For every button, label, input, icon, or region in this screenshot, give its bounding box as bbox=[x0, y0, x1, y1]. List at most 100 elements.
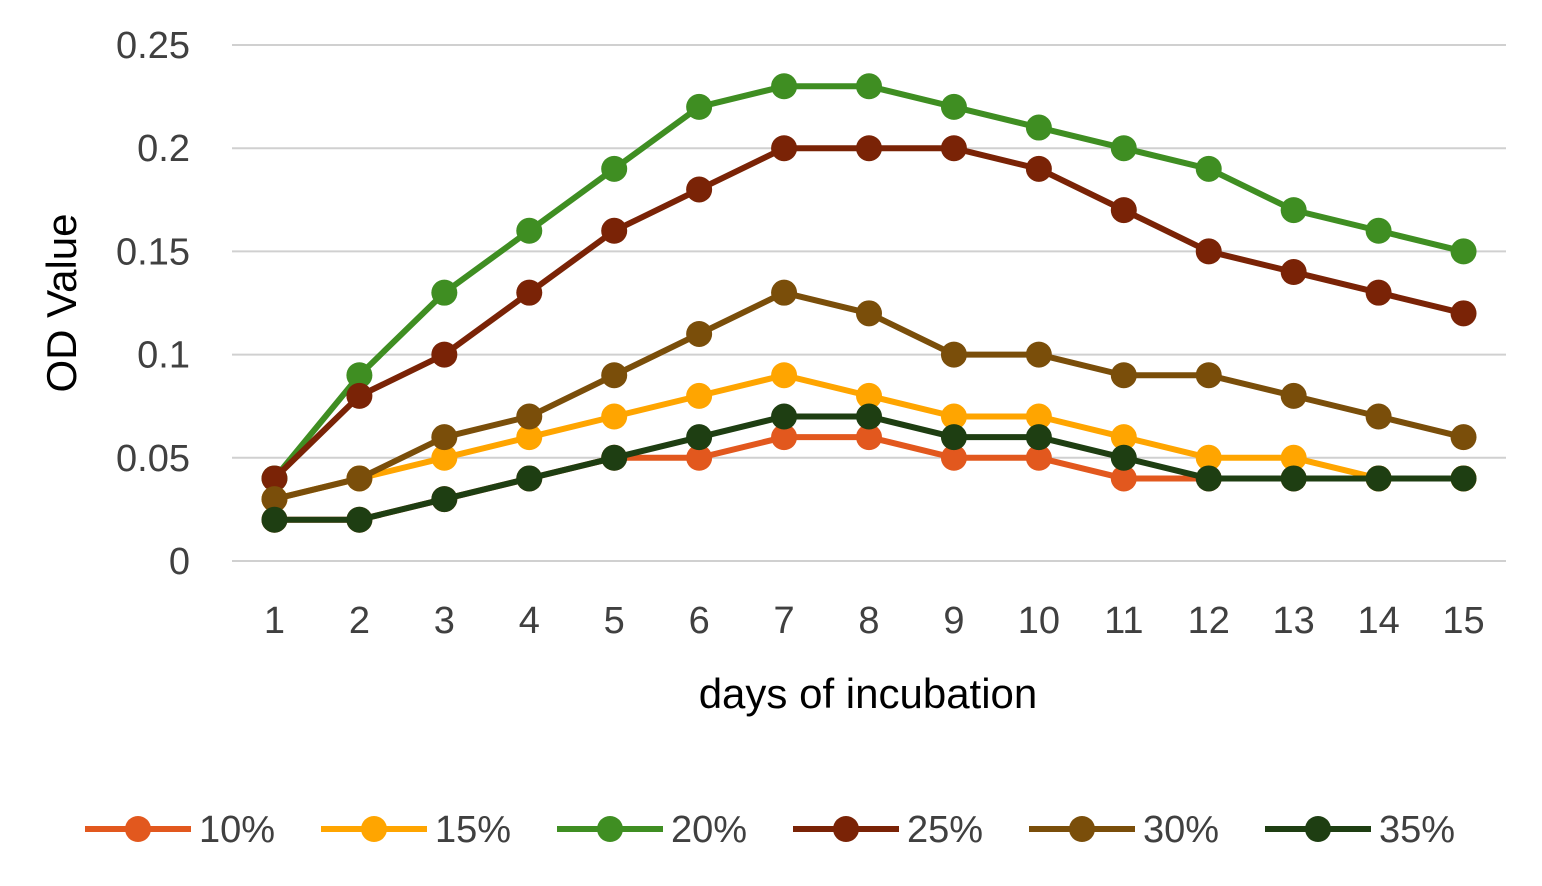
data-point bbox=[1365, 465, 1392, 492]
data-point bbox=[1025, 155, 1052, 182]
data-point bbox=[516, 424, 543, 451]
y-tick-label: 0.2 bbox=[137, 128, 190, 170]
legend-item: 15% bbox=[321, 809, 511, 851]
legend-marker bbox=[125, 816, 151, 842]
data-point bbox=[940, 424, 967, 451]
data-point bbox=[1110, 362, 1137, 389]
data-point bbox=[771, 403, 798, 430]
data-point bbox=[516, 403, 543, 430]
y-tick-label: 0.1 bbox=[137, 335, 190, 377]
data-point bbox=[261, 465, 288, 492]
data-point bbox=[686, 382, 713, 409]
y-tick-label: 0.25 bbox=[116, 25, 190, 67]
y-tick-label: 0 bbox=[169, 541, 190, 583]
data-point bbox=[940, 341, 967, 368]
data-point bbox=[1110, 444, 1137, 471]
series-group bbox=[261, 73, 1477, 533]
data-point bbox=[856, 135, 882, 162]
data-point bbox=[940, 444, 967, 471]
data-point bbox=[856, 382, 882, 409]
legend-item: 25% bbox=[793, 809, 983, 851]
x-tick-label: 3 bbox=[434, 600, 455, 642]
data-point bbox=[1280, 259, 1307, 286]
data-point bbox=[431, 486, 458, 513]
data-point bbox=[346, 506, 373, 533]
x-tick-label: 9 bbox=[943, 600, 964, 642]
data-point bbox=[601, 217, 628, 244]
data-point bbox=[1110, 465, 1137, 492]
legend-label: 10% bbox=[199, 809, 275, 851]
data-point bbox=[431, 279, 458, 306]
x-tick-label: 11 bbox=[1104, 600, 1143, 642]
legend-marker bbox=[361, 816, 387, 842]
legend-marker bbox=[1305, 816, 1331, 842]
data-point bbox=[1365, 279, 1392, 306]
x-tick-label: 5 bbox=[604, 600, 625, 642]
legend-item: 10% bbox=[85, 809, 275, 851]
data-point bbox=[940, 135, 967, 162]
legend-marker bbox=[597, 816, 623, 842]
legend-item: 20% bbox=[557, 809, 747, 851]
data-point bbox=[1025, 114, 1052, 141]
data-point bbox=[1110, 197, 1137, 224]
data-point bbox=[1450, 300, 1477, 327]
data-point bbox=[1450, 238, 1477, 265]
x-tick-label: 12 bbox=[1188, 600, 1230, 642]
data-point bbox=[346, 362, 373, 389]
data-point bbox=[1280, 197, 1307, 224]
data-point bbox=[261, 486, 288, 513]
data-point bbox=[346, 465, 373, 492]
data-point bbox=[516, 279, 543, 306]
x-tick-label: 7 bbox=[773, 600, 794, 642]
data-point bbox=[686, 93, 713, 120]
data-point bbox=[1025, 341, 1052, 368]
x-tick-label: 1 bbox=[264, 600, 285, 642]
data-point bbox=[940, 403, 967, 430]
data-point bbox=[771, 135, 798, 162]
x-tick-label: 10 bbox=[1018, 600, 1060, 642]
data-point bbox=[1195, 465, 1222, 492]
data-point bbox=[1025, 424, 1052, 451]
legend-item: 30% bbox=[1029, 809, 1219, 851]
series-25pct bbox=[261, 135, 1477, 492]
data-point bbox=[1450, 424, 1477, 451]
series-35pct bbox=[261, 403, 1477, 533]
data-point bbox=[601, 444, 628, 471]
data-point bbox=[601, 403, 628, 430]
legend-label: 15% bbox=[435, 809, 511, 851]
legend-marker bbox=[1069, 816, 1095, 842]
data-point bbox=[431, 424, 458, 451]
legend-label: 20% bbox=[671, 809, 747, 851]
data-point bbox=[516, 465, 543, 492]
x-tick-label: 4 bbox=[519, 600, 540, 642]
data-point bbox=[1280, 444, 1307, 471]
data-point bbox=[856, 300, 882, 327]
data-point bbox=[686, 444, 713, 471]
data-point bbox=[346, 382, 373, 409]
x-tick-label: 13 bbox=[1273, 600, 1315, 642]
legend-label: 25% bbox=[907, 809, 983, 851]
data-point bbox=[601, 155, 628, 182]
data-point bbox=[771, 362, 798, 389]
x-tick-label: 2 bbox=[349, 600, 370, 642]
data-point bbox=[686, 424, 713, 451]
data-point bbox=[856, 424, 882, 451]
data-point bbox=[261, 506, 288, 533]
y-axis-ticks: 0 0.05 0.1 0.15 0.2 0.25 bbox=[116, 25, 190, 583]
series-15pct bbox=[261, 362, 1477, 513]
data-point bbox=[940, 93, 967, 120]
data-point bbox=[1110, 135, 1137, 162]
legend-label: 30% bbox=[1143, 809, 1219, 851]
x-tick-label: 14 bbox=[1357, 600, 1399, 642]
data-point bbox=[1195, 444, 1222, 471]
data-point bbox=[1025, 403, 1052, 430]
y-tick-label: 0.05 bbox=[116, 438, 190, 480]
data-point bbox=[1365, 403, 1392, 430]
data-point bbox=[431, 341, 458, 368]
data-point bbox=[431, 444, 458, 471]
x-tick-label: 8 bbox=[858, 600, 879, 642]
data-point bbox=[1110, 424, 1137, 451]
legend-label: 35% bbox=[1379, 809, 1455, 851]
data-point bbox=[1195, 155, 1222, 182]
